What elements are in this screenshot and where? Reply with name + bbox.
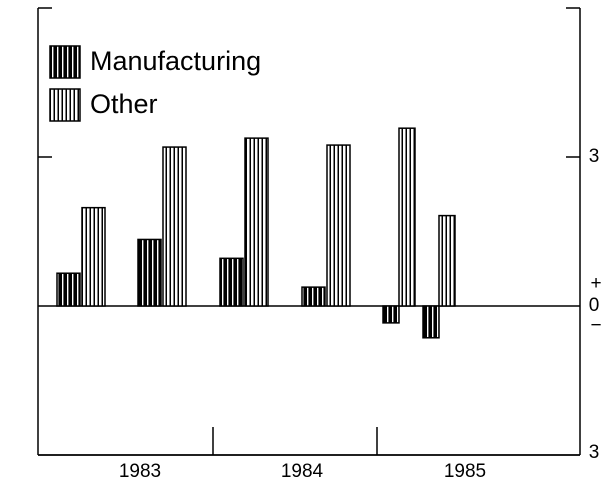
y-tick-label: 0 <box>589 295 600 316</box>
bar <box>438 214 456 307</box>
bar <box>301 286 326 307</box>
bar <box>326 144 351 307</box>
x-group-label: 1985 <box>444 461 486 482</box>
bar <box>162 146 187 307</box>
bar <box>422 305 440 339</box>
legend-label: Manufacturing <box>90 46 261 76</box>
bar <box>398 127 416 307</box>
y-tick-label: 3 <box>589 146 600 167</box>
x-group-label: 1983 <box>119 461 161 482</box>
bar <box>56 272 81 307</box>
bar <box>81 206 106 307</box>
sign-label: + <box>590 273 601 294</box>
y-tick-label: 3 <box>589 442 600 463</box>
legend-swatch <box>49 88 81 122</box>
sign-label: − <box>590 315 601 336</box>
bar <box>219 257 244 307</box>
x-group-label: 1984 <box>281 461 324 482</box>
bar <box>137 238 162 307</box>
legend-swatch <box>49 45 81 79</box>
bar <box>244 137 269 307</box>
bar <box>382 305 400 324</box>
legend-label: Other <box>90 89 158 119</box>
